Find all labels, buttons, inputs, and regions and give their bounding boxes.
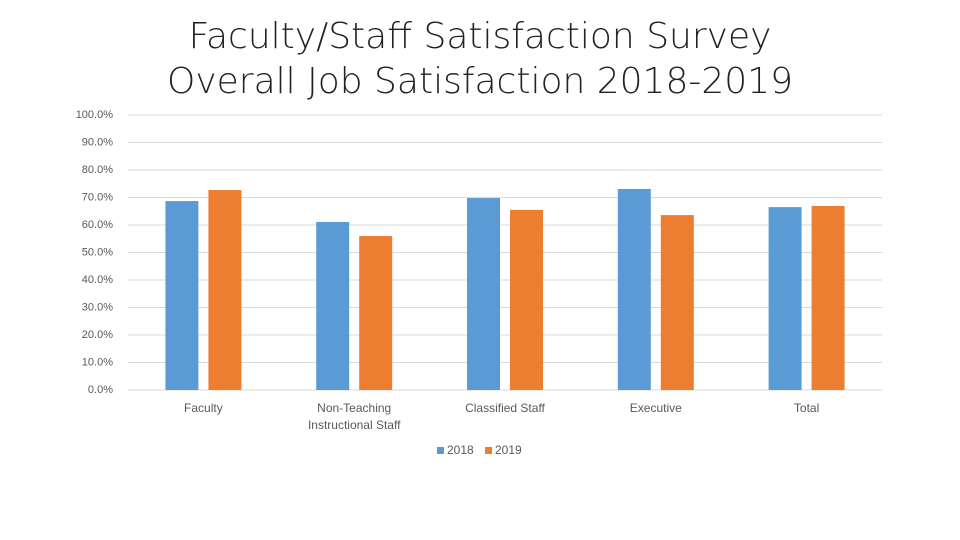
bar <box>811 206 845 390</box>
x-tick-label: Executive <box>629 401 682 415</box>
legend-swatch <box>485 447 492 454</box>
x-tick-label: Total <box>793 401 820 415</box>
y-tick-label: 90.0% <box>82 136 113 148</box>
x-tick-label: Classified Staff <box>465 401 545 415</box>
y-tick-label: 100.0% <box>76 109 114 121</box>
y-tick-label: 40.0% <box>82 274 113 286</box>
chart-subtitle: Overall Job Satisfaction 2018-2019 <box>167 61 793 102</box>
y-tick-label: 20.0% <box>82 329 113 341</box>
x-tick-label: Faculty <box>184 401 223 415</box>
bar <box>510 209 543 390</box>
y-tick-label: 0.0% <box>88 384 113 396</box>
y-tick-label: 70.0% <box>82 191 113 203</box>
legend-label: 2019 <box>495 443 522 457</box>
chart-title: Faculty/Staff Satisfaction Survey <box>189 16 772 57</box>
bar <box>316 221 350 390</box>
legend-swatch <box>437 447 444 454</box>
bar <box>208 190 242 390</box>
bar <box>359 236 393 390</box>
bar <box>660 215 694 390</box>
y-tick-label: 10.0% <box>82 356 113 368</box>
bar <box>467 198 500 390</box>
y-tick-label: 80.0% <box>82 164 113 176</box>
bar <box>165 201 199 390</box>
y-tick-label: 30.0% <box>82 301 113 313</box>
x-tick-label: Non-Teaching Instructional Staff <box>307 401 401 432</box>
bar <box>617 188 651 390</box>
y-tick-label: 60.0% <box>82 219 113 231</box>
legend-label: 2018 <box>447 443 474 457</box>
bar <box>768 207 802 390</box>
y-tick-label: 50.0% <box>82 246 113 258</box>
